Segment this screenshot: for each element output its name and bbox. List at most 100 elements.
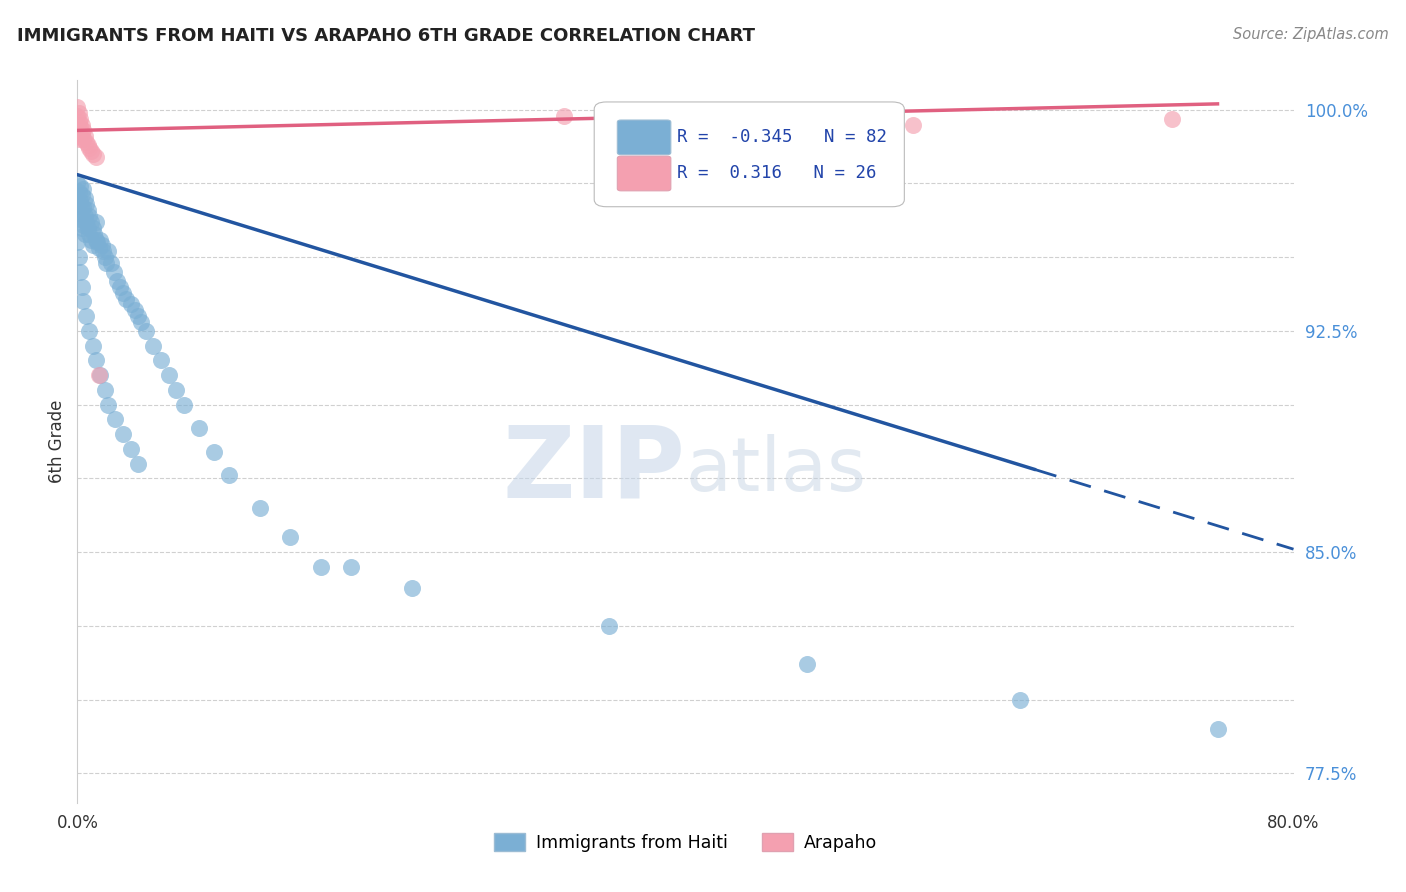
Point (72, 123, 94, 137)
Point (70, 127, 93, 141)
Point (75, 215, 97, 229)
Point (1206, 722, 1229, 736)
Point (173, 398, 195, 412)
Point (105, 274, 128, 288)
Point (129, 315, 152, 329)
Point (69, 211, 91, 226)
Point (79, 141, 101, 155)
Point (124, 303, 146, 318)
Point (87, 241, 110, 255)
Point (66, 191, 89, 205)
Point (77, 202, 100, 217)
Point (67, 123, 90, 137)
Point (149, 353, 172, 368)
FancyBboxPatch shape (595, 102, 904, 207)
Point (69, 265, 91, 279)
Point (77, 138, 100, 153)
Point (796, 657, 818, 672)
Point (69, 179, 91, 194)
Point (67, 114, 90, 128)
Point (89, 233, 111, 247)
Point (66, 127, 89, 141)
FancyBboxPatch shape (617, 156, 671, 191)
Point (84, 353, 107, 368)
Point (75, 197, 97, 211)
Point (80, 233, 103, 247)
Point (157, 368, 180, 383)
Point (70, 220, 93, 235)
Point (553, 109, 575, 123)
Point (72, 218, 94, 232)
Point (72, 182, 94, 196)
Point (87, 368, 110, 383)
Text: Source: ZipAtlas.com: Source: ZipAtlas.com (1233, 27, 1389, 42)
Point (1008, 692, 1031, 706)
Point (218, 468, 240, 483)
Point (120, 442, 142, 456)
Point (73, 227, 96, 241)
Point (70, 279, 93, 293)
Point (97, 398, 120, 412)
Point (104, 412, 127, 426)
Point (84, 233, 107, 247)
Point (66, 118, 89, 132)
Point (86, 235, 108, 250)
Point (340, 560, 363, 574)
Point (93, 250, 115, 264)
Point (142, 339, 165, 353)
Point (93, 383, 115, 397)
Point (188, 421, 211, 435)
Point (97, 244, 120, 259)
Point (89, 368, 111, 383)
Point (66, 235, 89, 250)
Point (135, 324, 157, 338)
Point (111, 285, 134, 300)
Point (73, 191, 96, 205)
Point (79, 324, 101, 338)
Point (401, 581, 423, 595)
Point (70, 202, 93, 217)
Point (1161, 112, 1184, 126)
Point (67, 250, 90, 264)
Point (103, 265, 125, 279)
Point (84, 150, 107, 164)
Point (69, 120, 91, 135)
Point (66, 100, 89, 114)
Point (90, 238, 112, 252)
Point (67, 197, 90, 211)
Point (82, 220, 104, 235)
Point (69, 112, 91, 126)
Point (66, 109, 89, 123)
Point (66, 206, 89, 220)
Point (278, 530, 301, 544)
Point (111, 427, 134, 442)
Text: atlas: atlas (686, 434, 866, 507)
Point (598, 619, 620, 633)
Point (67, 186, 90, 200)
FancyBboxPatch shape (617, 120, 671, 154)
Point (69, 129, 91, 144)
Point (165, 383, 187, 397)
Point (73, 209, 96, 223)
Point (77, 220, 100, 235)
Point (79, 209, 101, 223)
Point (91, 244, 114, 259)
Point (70, 118, 93, 132)
Point (108, 279, 131, 293)
Point (115, 292, 138, 306)
Point (249, 500, 271, 515)
Point (67, 105, 90, 120)
Point (903, 118, 925, 132)
Point (120, 297, 142, 311)
Point (79, 227, 101, 241)
Point (72, 294, 94, 309)
Text: R =  0.316   N = 26: R = 0.316 N = 26 (676, 164, 876, 183)
Point (66, 177, 89, 191)
Point (83, 227, 105, 241)
Point (309, 560, 332, 574)
Point (80, 144, 103, 158)
Point (82, 147, 104, 161)
Point (202, 445, 225, 459)
Y-axis label: 6th Grade: 6th Grade (48, 400, 66, 483)
Legend: Immigrants from Haiti, Arapaho: Immigrants from Haiti, Arapaho (486, 827, 884, 859)
